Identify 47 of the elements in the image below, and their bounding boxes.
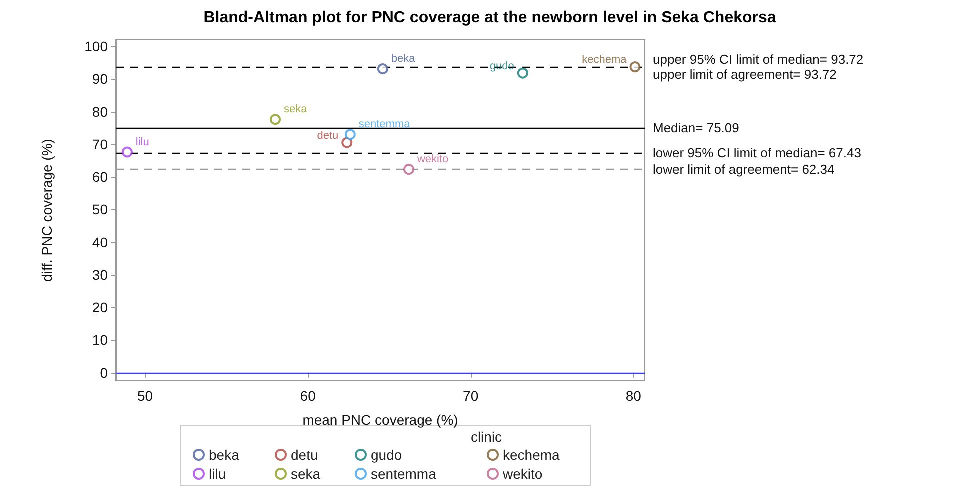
x-tick-label: 50 [138,388,154,404]
y-tick-label: 90 [92,71,108,88]
text: detu [317,130,339,142]
chart-title: Bland-Altman plot for PNC coverage at the newborn level in Seka Chekorsa [204,10,776,26]
legend-label: wekito [502,466,543,482]
legend-label: detu [291,447,318,463]
point [377,64,388,75]
point [630,62,641,73]
point [270,114,282,126]
legend-label: seka [291,466,321,482]
legend-title: clinic [470,429,502,445]
x-tick-label: 60 [300,388,316,404]
legend-label: lilu [209,466,226,482]
point [122,146,133,158]
y-tick-label: 10 [92,332,108,348]
x-tick-label: 70 [463,388,479,404]
y-tick-label: 100 [84,38,108,55]
text: wekito [417,154,449,166]
point [342,137,353,148]
legend-label: sentemma [371,466,437,482]
point [344,129,356,140]
y-tick-label: 60 [92,169,108,186]
ref-line-label: lower limit of agreement= 62.34 [653,162,835,177]
y-tick-label: 30 [92,266,108,283]
ref-line-label: lower 95% CI limit of median= 67.43 [653,145,862,160]
point [403,164,414,176]
text: sentemma [358,118,410,131]
text: seka [284,104,308,116]
y-tick-label: 50 [92,202,108,218]
point [517,68,528,79]
legend-label: kechema [503,447,560,463]
y-tick-label: 80 [92,104,108,120]
x-axis-title: mean PNC coverage (%) [302,412,458,428]
y-tick-label: 40 [92,234,108,250]
text: lilu [136,136,150,148]
text: kechema [582,54,627,66]
legend-label: gudo [371,447,402,463]
ref-line-label: upper 95% CI limit of median= 93.72 upper limit of agreement= 93.72 [653,52,864,82]
y-tick-label: 0 [100,364,108,381]
y-axis-title: diff. PNC coverage (%) [39,139,55,282]
legend-label: beka [209,447,240,463]
y-tick-label: 20 [92,300,108,316]
ref-line-label: Median= 75.09 [653,120,740,136]
y-tick-label: 70 [92,136,108,152]
text: beka [391,53,416,66]
text: gudo [490,60,514,72]
x-tick-label: 80 [626,388,642,404]
